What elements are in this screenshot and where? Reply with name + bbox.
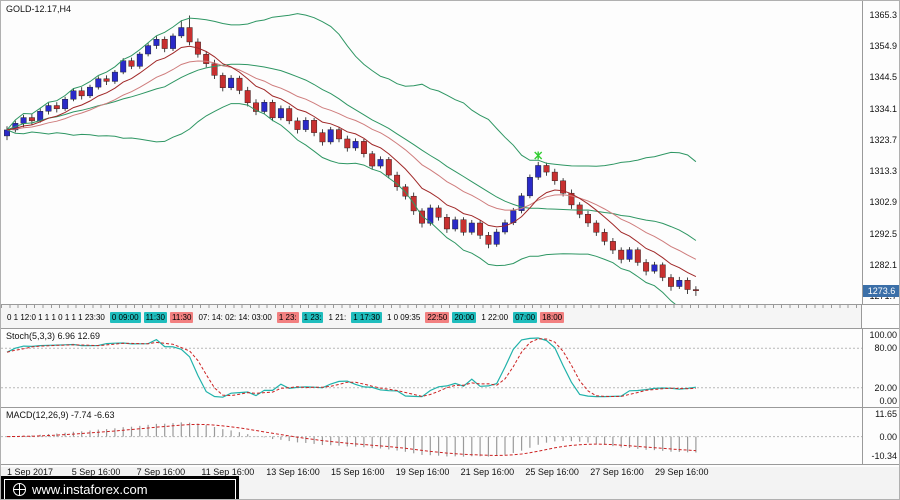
stochastic-tick: 20.00 (874, 382, 897, 393)
timeline-strip: 0 1 12:0 1 1 1 0 1 1 1 23:30 0 09:00 11:30… (1, 305, 899, 329)
session-time-chip: 1 23: (276, 312, 299, 323)
globe-icon (13, 483, 26, 496)
macd-tick: 11.65 (875, 409, 897, 420)
macd-tick: 0.00 (879, 431, 897, 442)
date-label: 13 Sep 16:00 (266, 467, 320, 477)
stochastic-tick: 80.00 (874, 343, 897, 354)
macd-plot-area[interactable]: MACD(12,26,9) -7.74 -6.63 (1, 408, 862, 464)
bottom-bar: 1 Sep 2017 5 Sep 16:00 7 Sep 16:00 11 Sep 1… (1, 467, 899, 499)
stochastic-panel: Stoch(5,3,3) 6.96 12.69 100.00 80.00 20.00… (1, 329, 899, 408)
candlestick-chart (4, 13, 699, 304)
price-tick: 1323.7 (869, 134, 897, 145)
session-time-labels: 0 1 12:0 1 1 1 0 1 1 1 23:30 0 09:00 11:30… (5, 312, 565, 323)
session-time-chip: 22:50 (425, 312, 450, 323)
session-time-chip: 20:00 (452, 312, 477, 323)
date-label: 15 Sep 16:00 (331, 467, 385, 477)
session-time-chip: 1 22:00 (481, 313, 509, 322)
instaforex-logo[interactable]: www.instaforex.com (1, 476, 239, 499)
timeline-strip-plot: 0 1 12:0 1 1 1 0 1 1 1 23:30 0 09:00 11:30… (1, 305, 862, 328)
logo-text: www.instaforex.com (32, 482, 148, 497)
price-tick: 1344.5 (869, 72, 897, 83)
session-time-chip: 07:00 (513, 312, 538, 323)
session-time-chip: 11:30 (170, 312, 194, 323)
time-tick-marks (1, 305, 862, 308)
stochastic-label: Stoch(5,3,3) 6.96 12.69 (6, 331, 101, 341)
price-tick: 1354.9 (869, 40, 897, 51)
date-axis[interactable]: 1 Sep 2017 5 Sep 16:00 7 Sep 16:00 11 Sep 1… (1, 467, 899, 480)
macd-tick: -10.34 (871, 451, 897, 462)
date-label: 7 Sep 16:00 (136, 467, 186, 477)
session-time-chip: 1 23: (301, 312, 324, 323)
date-label: 27 Sep 16:00 (590, 467, 644, 477)
session-time-chip: 1 17:30 (351, 312, 382, 323)
session-time-chip: 11:30 (143, 312, 167, 323)
session-time-chip: 07: 14: 02: 14: 03:00 (198, 313, 272, 322)
price-axis[interactable]: 1273.6 1365.3 1354.9 1344.5 1334.1 1323.7 131… (862, 1, 899, 304)
stochastic-tick: 0.00 (879, 396, 897, 406)
stochastic-axis[interactable]: 100.00 80.00 20.00 0.00 (862, 329, 899, 407)
session-time-chip: 18:00 (540, 312, 565, 323)
price-tick: 1282.1 (869, 260, 897, 271)
date-label: 5 Sep 16:00 (71, 467, 121, 477)
date-label: 25 Sep 16:00 (525, 467, 579, 477)
session-time-chip: 0 1 12:0 1 1 1 0 1 1 1 23:30 (7, 313, 105, 322)
timeline-strip-axis (861, 305, 899, 328)
session-time-chip: 0 09:00 (109, 312, 141, 323)
stochastic-tick: 100.00 (869, 330, 897, 340)
price-tick: 1292.5 (869, 228, 897, 239)
stochastic-chart (1, 337, 862, 398)
session-time-chip: 1 21: (328, 313, 347, 322)
price-tick: 1302.9 (869, 197, 897, 208)
price-tick: 1313.3 (869, 166, 897, 177)
date-label: 21 Sep 16:00 (460, 467, 515, 477)
date-label: 19 Sep 16:00 (395, 467, 450, 477)
date-label: 29 Sep 16:00 (655, 467, 709, 477)
current-price-box: 1273.6 (863, 284, 899, 297)
stochastic-plot-area[interactable]: Stoch(5,3,3) 6.96 12.69 (1, 329, 862, 407)
macd-panel: MACD(12,26,9) -7.74 -6.63 11.65 0.00 -10.3… (1, 408, 899, 465)
macd-label: MACD(12,26,9) -7.74 -6.63 (6, 410, 115, 420)
macd-chart (1, 422, 862, 457)
price-tick: 1334.1 (869, 103, 897, 114)
symbol-label: GOLD-12.17,H4 (6, 4, 72, 14)
date-label: 1 Sep 2017 (7, 467, 54, 477)
main-chart-panel: GOLD-12.17,H4 1273.6 1365.3 1354.9 1344.5 1… (1, 1, 899, 305)
date-label: 11 Sep 16:00 (201, 467, 255, 477)
price-tick: 1365.3 (869, 9, 897, 20)
session-time-chip: 1 0 09:35 (386, 313, 421, 322)
macd-axis[interactable]: 11.65 0.00 -10.34 (862, 408, 899, 464)
main-plot-area[interactable]: GOLD-12.17,H4 (1, 1, 862, 304)
instaforex-logo-frame: www.instaforex.com (4, 479, 236, 499)
